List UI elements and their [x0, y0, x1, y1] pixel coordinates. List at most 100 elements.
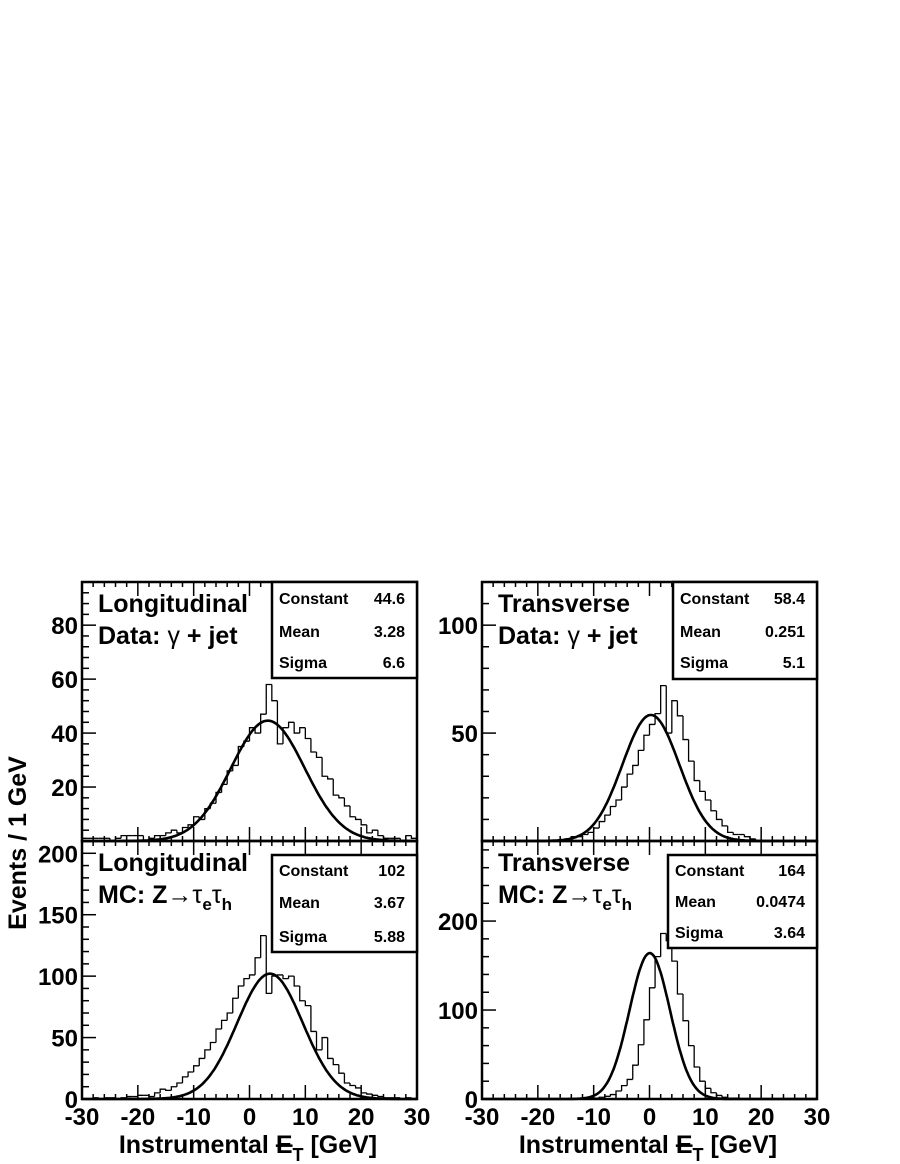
histogram-bin [343, 1073, 350, 1084]
histogram-bin [609, 1093, 616, 1097]
histogram-bin [159, 1088, 166, 1093]
histogram-bin [165, 832, 172, 836]
y-tick-label: 0 [465, 1087, 478, 1114]
histogram-bin [271, 684, 278, 702]
panel-sample-label: MC: Z→τeτh [498, 881, 632, 914]
fit-stats-box: Constant 102 Mean 3.67 Sigma 5.88 [270, 853, 419, 954]
x-axis-label-left: Instrumental ET [GeV] [119, 1131, 377, 1164]
histogram-bin [349, 1083, 356, 1087]
histogram-bin [665, 685, 672, 734]
histogram-bin [276, 700, 283, 745]
histogram-bin [260, 934, 267, 958]
histogram-bin [176, 1082, 183, 1087]
y-tick-label: 40 [51, 721, 78, 748]
panel-bottom-left: 0 50 100 150 200 -30 -20 -10 0 10 20 30 Longitudinal… [38, 839, 431, 1131]
histogram-bin [699, 780, 706, 793]
stats-label-sigma: Sigma [675, 925, 723, 942]
stats-label-constant: Constant [279, 863, 349, 880]
histogram-bin [732, 832, 739, 836]
histogram-bin [243, 977, 250, 986]
x-tick-label: -20 [520, 1104, 555, 1131]
histogram-bin [343, 797, 350, 807]
histogram-bin [693, 1045, 700, 1068]
histogram-bin [209, 1041, 216, 1050]
histogram-bin [338, 1064, 345, 1074]
histogram-bin [181, 826, 189, 833]
histogram-bin [282, 974, 289, 980]
histogram-bin [198, 1057, 205, 1066]
x-tick-label: -30 [65, 1104, 100, 1131]
histogram-bin [170, 829, 177, 833]
histogram-bin [632, 764, 639, 775]
y-tick-label: 50 [451, 721, 478, 748]
gaussian-fit-curve [482, 951, 817, 1101]
histogram-bin [265, 935, 272, 994]
histogram-bin [676, 700, 683, 717]
histogram-bin [248, 974, 256, 979]
histogram-bin [153, 834, 161, 839]
stats-value-sigma: 5.88 [374, 929, 405, 946]
histogram-bin [648, 987, 656, 1020]
histogram-bin [626, 1078, 633, 1086]
panel-top-left: 20 40 60 80 Longitudinal Data: γ + jet Constan… [51, 580, 419, 843]
histogram-bin [354, 1085, 362, 1089]
x-tick-label: 30 [404, 1104, 431, 1131]
histogram-bin [715, 810, 723, 821]
histogram-bin [310, 1005, 317, 1033]
histogram-bin [654, 713, 661, 725]
histogram-bin [360, 1087, 367, 1094]
histogram-bin [165, 1089, 172, 1092]
histogram-bin [349, 805, 356, 818]
histogram-bin [710, 1088, 717, 1094]
histogram-bin [604, 814, 611, 822]
histogram-bin [615, 799, 622, 807]
histogram-bin [232, 997, 239, 1013]
panel-projection-label: Transverse [498, 849, 630, 877]
histogram-bin [304, 1000, 311, 1007]
stats-value-mean: 3.67 [374, 895, 405, 912]
stats-value-constant: 102 [378, 863, 405, 880]
histogram-bin [137, 1094, 144, 1097]
histogram-bin [193, 1065, 200, 1072]
y-axis-label: Events / 1 GeV [4, 756, 32, 930]
y-tick-label: 100 [438, 613, 478, 640]
stats-value-mean: 0.251 [765, 624, 805, 641]
histogram-bin [704, 1081, 711, 1089]
y-tick-label: 80 [51, 613, 78, 640]
histogram-bin [354, 816, 362, 821]
panel-projection-label: Transverse [498, 590, 630, 618]
histogram-bin [215, 791, 222, 804]
histogram-bin [371, 1094, 378, 1096]
panel-sample-label: Data: γ + jet [498, 622, 638, 650]
histogram-bin [293, 722, 300, 734]
histogram-bin [187, 824, 194, 828]
histogram-bin [148, 1095, 155, 1098]
histogram-bin [237, 985, 244, 999]
histogram-bin [126, 1095, 133, 1098]
x-tick-label: -20 [120, 1104, 155, 1131]
stats-value-constant: 44.6 [374, 591, 405, 608]
histogram-bin [215, 1028, 222, 1043]
y-tick-label: 100 [38, 964, 78, 991]
stats-label-mean: Mean [675, 894, 716, 911]
histogram-bin [410, 835, 417, 839]
stats-label-sigma: Sigma [279, 655, 327, 672]
stats-value-mean: 0.0474 [756, 894, 805, 911]
histogram-bin [287, 721, 295, 728]
histogram-bin [721, 819, 728, 827]
panel-bottom-right: 0 100 200 -30 -20 -10 0 10 20 30 Transverse MC: Z→τ… [438, 839, 830, 1131]
y-tick-label: 60 [51, 667, 78, 694]
stats-value-mean: 3.28 [374, 624, 405, 641]
x-tick-label: 10 [292, 1104, 319, 1131]
histogram-bin [181, 1076, 189, 1084]
x-tick-label: 20 [748, 1104, 775, 1131]
histogram-bin [193, 816, 200, 825]
panel-sample-label: Data: γ + jet [98, 622, 238, 650]
stats-value-sigma: 3.64 [774, 925, 805, 942]
histogram-bin [220, 1019, 228, 1029]
histogram-bin [687, 739, 695, 762]
histogram-bin [299, 985, 306, 1002]
histogram-bin [749, 836, 756, 840]
panel-top-right: 50 100 Transverse Data: γ + jet Constant 58.4… [438, 580, 819, 843]
